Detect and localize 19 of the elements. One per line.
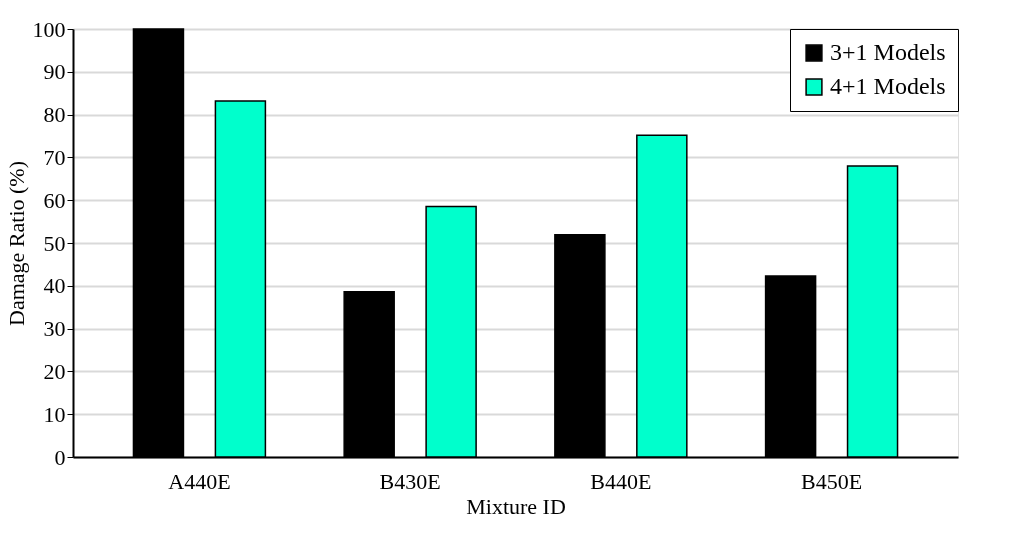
y-tick-label: 20 (43, 358, 66, 384)
y-tick-label: 50 (43, 230, 66, 256)
y-tick-label: 60 (43, 187, 66, 213)
legend-label: 3+1 Models (830, 39, 946, 65)
y-tick-label: 90 (43, 59, 66, 85)
y-tick-label: 100 (32, 16, 66, 42)
y-tick-label: 30 (43, 316, 66, 342)
y-tick-label: 10 (43, 401, 66, 427)
x-tick-label: A440E (168, 468, 231, 494)
y-tick-label: 0 (54, 444, 66, 470)
y-tick-label: 40 (43, 273, 66, 299)
x-tick-label: B440E (590, 468, 652, 494)
y-axis-title: Damage Ratio (%) (3, 161, 29, 326)
legend-label: 4+1 Models (830, 73, 946, 99)
x-axis-title: Mixture ID (466, 493, 566, 519)
y-tick-label: 80 (43, 102, 66, 128)
y-tick-label: 70 (43, 144, 66, 170)
x-tick-label: B450E (801, 468, 863, 494)
x-tick-label: B430E (379, 468, 441, 494)
